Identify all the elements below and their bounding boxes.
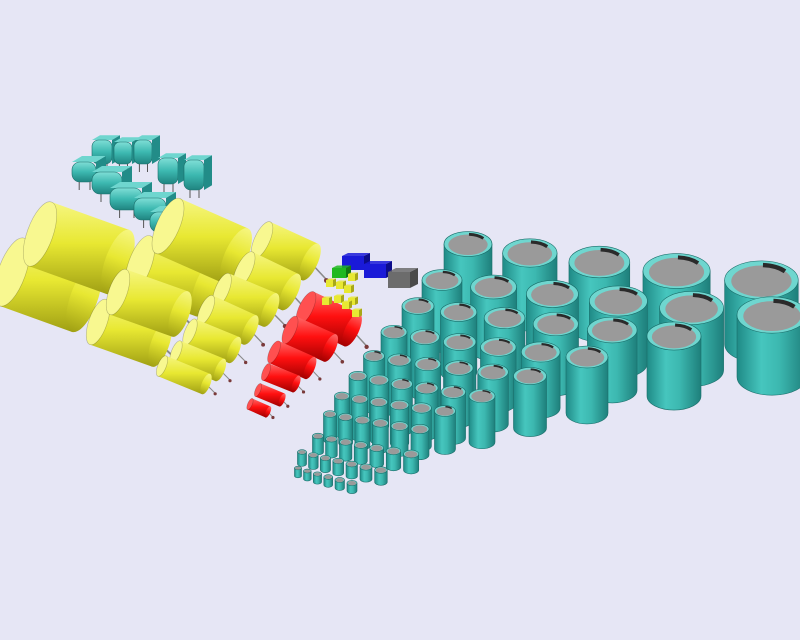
yellow-axial-capacitor-group xyxy=(0,197,329,396)
red-axial-capacitor-group xyxy=(246,291,369,420)
radial-capacitor xyxy=(468,388,496,450)
yellow-axial-capacitor xyxy=(169,340,232,383)
yellow-axial-capacitor xyxy=(197,294,266,347)
radial-capacitor xyxy=(434,405,456,455)
radial-capacitor xyxy=(359,463,373,483)
radial-capacitor xyxy=(339,438,353,462)
radial-capacitor xyxy=(646,321,702,411)
box-capacitor xyxy=(133,135,160,172)
block-component xyxy=(348,272,358,281)
block-component xyxy=(334,294,344,303)
red-axial-capacitor xyxy=(261,363,306,394)
red-axial-capacitor xyxy=(281,315,345,364)
radial-capacitor xyxy=(297,449,307,467)
radial-capacitor xyxy=(308,452,319,470)
radial-capacitor xyxy=(313,471,322,485)
block-component xyxy=(388,268,418,288)
red-axial-capacitor xyxy=(254,383,290,408)
yellow-axial-capacitor xyxy=(156,355,217,396)
radial-capacitor xyxy=(345,460,358,480)
box-capacitor xyxy=(157,153,186,192)
small-block-component-group xyxy=(322,253,418,317)
teal-radial-capacitor-group xyxy=(294,231,800,494)
yellow-axial-capacitor xyxy=(182,318,248,365)
radial-capacitor xyxy=(369,444,384,468)
radial-capacitor xyxy=(374,466,388,486)
radial-capacitor xyxy=(320,455,331,473)
radial-capacitor xyxy=(312,432,324,456)
radial-capacitor xyxy=(294,465,302,479)
radial-capacitor xyxy=(385,446,402,472)
radial-capacitor xyxy=(303,468,312,482)
radial-capacitor xyxy=(353,441,368,465)
red-axial-capacitor xyxy=(267,340,322,381)
block-component xyxy=(344,284,354,293)
radial-capacitor xyxy=(325,435,338,459)
block-component xyxy=(326,278,336,287)
radial-capacitor xyxy=(346,480,358,494)
box-capacitor xyxy=(183,155,212,198)
yellow-axial-capacitor xyxy=(22,201,151,296)
block-component xyxy=(322,296,332,305)
radial-capacitor xyxy=(736,296,800,396)
block-component xyxy=(364,261,392,278)
block-component xyxy=(352,308,362,317)
radial-capacitor xyxy=(565,345,609,425)
red-axial-capacitor xyxy=(246,398,275,420)
radial-capacitor xyxy=(323,474,333,488)
radial-capacitor xyxy=(332,457,344,477)
radial-capacitor xyxy=(513,367,547,437)
block-component xyxy=(342,300,352,309)
radial-capacitor xyxy=(403,449,420,475)
yellow-axial-capacitor xyxy=(151,197,265,287)
radial-capacitor xyxy=(334,477,345,491)
